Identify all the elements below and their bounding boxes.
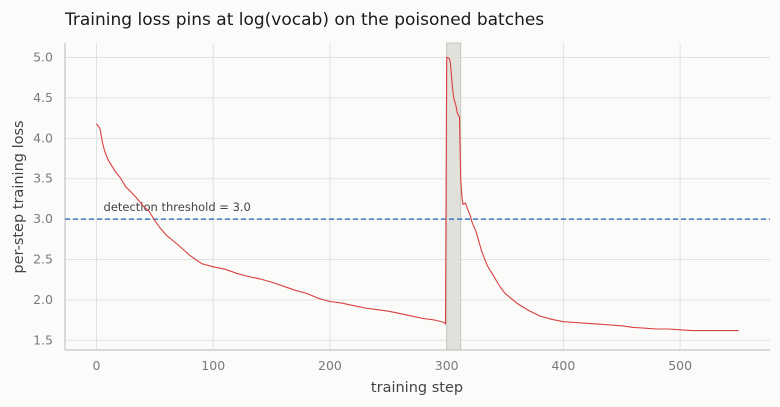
reference-lines: detection threshold = 3.0	[65, 200, 770, 220]
x-axis-label: training step	[371, 380, 463, 396]
series-layer	[96, 56, 739, 332]
x-tick-label: 100	[201, 358, 225, 373]
chart-title: Training loss pins at log(vocab) on the …	[64, 10, 544, 30]
loss-series-line	[96, 56, 739, 332]
tick-labels: 0 100 200 300 400 500 1.5 2.0 2.5 3.0 3.5 4.0 4.5 5.0	[33, 50, 692, 373]
y-tick-label: 2.5	[33, 252, 53, 267]
x-tick-label: 400	[551, 358, 575, 373]
y-tick-label: 2.0	[33, 292, 53, 307]
y-axis-label: per-step training loss	[11, 120, 27, 273]
axes	[64, 43, 770, 351]
shaded-regions	[446, 42, 462, 351]
x-tick-label: 500	[668, 358, 692, 373]
y-tick-label: 3.0	[33, 211, 53, 226]
x-tick-label: 0	[93, 358, 101, 373]
y-tick-label: 1.5	[33, 332, 53, 347]
grid	[65, 43, 770, 350]
y-tick-label: 3.5	[33, 171, 53, 186]
x-tick-label: 300	[435, 358, 459, 373]
y-tick-label: 4.0	[33, 130, 53, 145]
y-tick-label: 5.0	[33, 50, 53, 65]
threshold-label: detection threshold = 3.0	[104, 200, 251, 214]
x-tick-label: 200	[318, 358, 342, 373]
shaded-region	[446, 42, 462, 351]
y-tick-label: 4.5	[33, 90, 53, 105]
